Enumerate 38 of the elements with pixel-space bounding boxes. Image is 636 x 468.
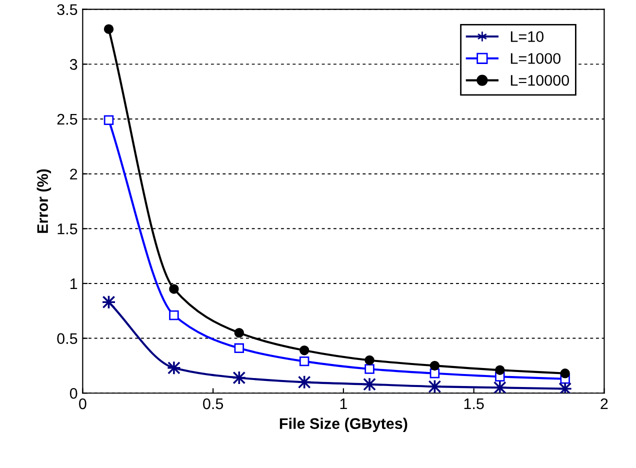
- point: [364, 364, 374, 374]
- point: [428, 379, 442, 394]
- y-tick-label: 3.5: [57, 4, 78, 16]
- x-tick-label: 0: [79, 398, 86, 410]
- point: [430, 360, 440, 371]
- legend-label: L=10: [510, 31, 544, 42]
- x-tick-label: 1: [340, 398, 347, 410]
- point: [234, 343, 244, 354]
- point: [234, 328, 244, 338]
- y-axis-title: Error (%): [36, 169, 52, 233]
- x-tick-label: 1.5: [464, 398, 484, 410]
- point: [560, 368, 570, 378]
- point: [169, 310, 179, 320]
- y-tick-label: 2.5: [57, 114, 78, 125]
- x-tick-label: 0.5: [203, 398, 224, 410]
- point: [364, 355, 374, 366]
- y-tick-label: 1.5: [58, 224, 78, 234]
- point: [558, 382, 572, 394]
- y-tick-label: 2: [70, 168, 78, 180]
- point: [495, 365, 505, 375]
- x-tick-label: 2: [600, 398, 608, 410]
- point: [297, 375, 312, 390]
- point: [104, 24, 114, 34]
- point: [166, 360, 182, 376]
- y-tick-label: 3: [70, 59, 78, 70]
- point: [492, 380, 508, 394]
- legend-label: L=1000: [510, 53, 560, 64]
- y-tick-label: 1: [70, 278, 78, 290]
- point: [232, 370, 246, 385]
- y-tick-label: 0.5: [57, 333, 78, 344]
- point: [169, 284, 179, 294]
- y-tick-label: 0: [70, 388, 78, 399]
- point: [102, 294, 116, 310]
- point: [104, 115, 114, 125]
- legend-label: L=10000: [510, 74, 569, 86]
- x-axis-title: File Size (GBytes): [280, 418, 408, 432]
- point: [299, 356, 310, 366]
- point: [299, 345, 310, 356]
